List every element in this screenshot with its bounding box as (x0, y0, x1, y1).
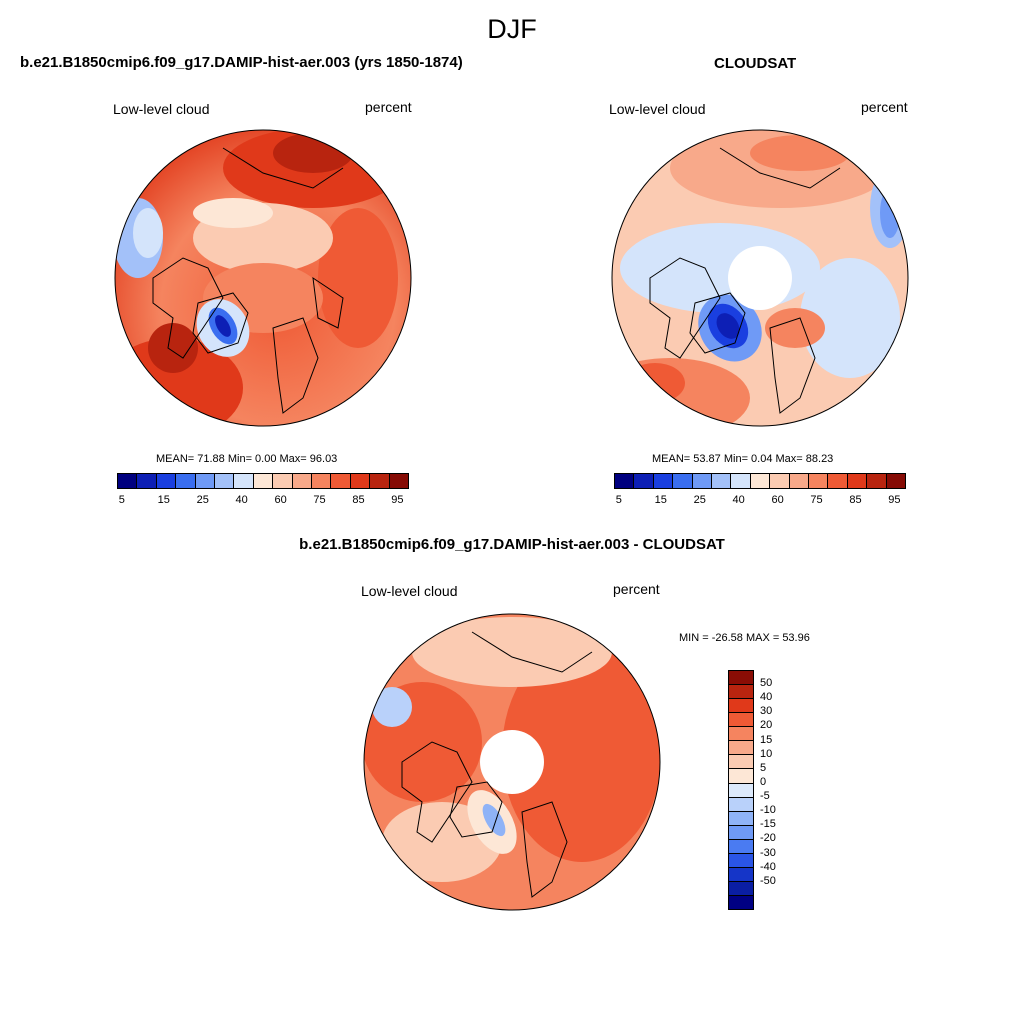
colorbar-swatch (729, 839, 753, 854)
panel-obs-variable-label: Low-level cloud (609, 101, 706, 117)
colorbar-swatch (729, 783, 753, 798)
colorbar-tick-label: 75 (313, 494, 326, 506)
colorbar-swatch (331, 474, 351, 488)
colorbar-swatch (731, 474, 751, 488)
colorbar-swatch (137, 474, 157, 488)
colorbar-tick-label: -5 (760, 790, 770, 803)
colorbar-tick-label: 75 (810, 494, 823, 506)
colorbar-tick-label: -20 (760, 832, 776, 845)
colorbar-swatch (729, 699, 753, 714)
panel-diff-stats: MIN = -26.58 MAX = 53.96 (679, 632, 810, 644)
obs-polar-map (611, 129, 909, 427)
colorbar-swatch (634, 474, 654, 488)
colorbar-tick-label: 95 (888, 494, 901, 506)
colorbar-swatch (253, 474, 274, 488)
colorbar-tick-label: 15 (157, 494, 170, 506)
colorbar-tick-label: 5 (760, 761, 767, 774)
colorbar-swatch (729, 797, 753, 812)
colorbar-tick-label: -50 (760, 874, 776, 887)
model-polar-map (114, 129, 412, 427)
colorbar-swatch (292, 474, 313, 488)
panel-diff-units-label: percent (613, 581, 660, 597)
colorbar-tick-label: 0 (760, 775, 767, 788)
colorbar-tick-label: 5 (615, 494, 622, 506)
colorbar-swatch (729, 881, 753, 896)
panel-model-stats: MEAN= 71.88 Min= 0.00 Max= 96.03 (156, 453, 338, 465)
colorbar-tick-label: 10 (760, 747, 773, 760)
colorbar-swatch (234, 474, 254, 488)
obs-colorbar (614, 473, 906, 489)
colorbar-tick-label: 25 (693, 494, 706, 506)
colorbar-tick-label: 85 (352, 494, 365, 506)
difference-colorbar (728, 670, 754, 910)
colorbar-tick-label: 40 (760, 691, 773, 704)
colorbar-swatch (867, 474, 887, 488)
colorbar-swatch (692, 474, 713, 488)
colorbar-swatch (729, 671, 753, 686)
colorbar-tick-label: 50 (760, 677, 773, 690)
colorbar-swatch (615, 474, 635, 488)
colorbar-swatch (729, 896, 753, 910)
colorbar-tick-label: 85 (849, 494, 862, 506)
panel-model-units-label: percent (365, 99, 412, 115)
panel-diff-variable-label: Low-level cloud (361, 583, 458, 599)
colorbar-swatch (729, 741, 753, 756)
panel-model-variable-label: Low-level cloud (113, 101, 210, 117)
colorbar-swatch (195, 474, 216, 488)
colorbar-swatch (273, 474, 293, 488)
colorbar-swatch (712, 474, 732, 488)
colorbar-swatch (653, 474, 674, 488)
season-title: DJF (487, 14, 537, 44)
colorbar-swatch (350, 474, 371, 488)
colorbar-swatch (729, 755, 753, 770)
colorbar-tick-label: 15 (654, 494, 667, 506)
panel-obs-title: CLOUDSAT (714, 55, 797, 72)
colorbar-tick-label: 5 (118, 494, 125, 506)
colorbar-swatch (176, 474, 196, 488)
colorbar-swatch (118, 474, 138, 488)
panel-obs-units-label: percent (861, 99, 908, 115)
colorbar-swatch (828, 474, 848, 488)
colorbar-swatch (673, 474, 693, 488)
colorbar-tick-label: 60 (771, 494, 784, 506)
colorbar-tick-label: -30 (760, 846, 776, 859)
colorbar-tick-label: 30 (760, 705, 773, 718)
colorbar-swatch (729, 685, 753, 700)
colorbar-swatch (847, 474, 868, 488)
colorbar-swatch (729, 769, 753, 784)
colorbar-swatch (729, 811, 753, 826)
colorbar-swatch (886, 474, 906, 488)
colorbar-swatch (789, 474, 810, 488)
difference-polar-map (363, 613, 661, 911)
colorbar-swatch (729, 825, 753, 840)
colorbar-tick-label: 40 (732, 494, 745, 506)
colorbar-tick-label: -10 (760, 804, 776, 817)
colorbar-swatch (729, 853, 753, 868)
colorbar-swatch (729, 727, 753, 742)
colorbar-swatch (729, 867, 753, 882)
colorbar-swatch (312, 474, 332, 488)
colorbar-swatch (389, 474, 409, 488)
panel-obs-stats: MEAN= 53.87 Min= 0.04 Max= 88.23 (652, 453, 834, 465)
colorbar-swatch (156, 474, 177, 488)
colorbar-swatch (770, 474, 790, 488)
colorbar-swatch (370, 474, 390, 488)
colorbar-tick-label: -40 (760, 860, 776, 873)
colorbar-tick-label: 60 (274, 494, 287, 506)
colorbar-tick-label: 40 (235, 494, 248, 506)
colorbar-swatch (809, 474, 829, 488)
colorbar-swatch (750, 474, 771, 488)
panel-diff-title: b.e21.B1850cmip6.f09_g17.DAMIP-hist-aer.… (299, 536, 725, 553)
colorbar-tick-label: 15 (760, 733, 773, 746)
colorbar-tick-label: -15 (760, 818, 776, 831)
colorbar-tick-label: 95 (391, 494, 404, 506)
panel-model-title: b.e21.B1850cmip6.f09_g17.DAMIP-hist-aer.… (20, 54, 463, 71)
colorbar-swatch (215, 474, 235, 488)
colorbar-tick-label: 20 (760, 719, 773, 732)
model-colorbar (117, 473, 409, 489)
colorbar-tick-label: 25 (196, 494, 209, 506)
colorbar-swatch (729, 713, 753, 728)
